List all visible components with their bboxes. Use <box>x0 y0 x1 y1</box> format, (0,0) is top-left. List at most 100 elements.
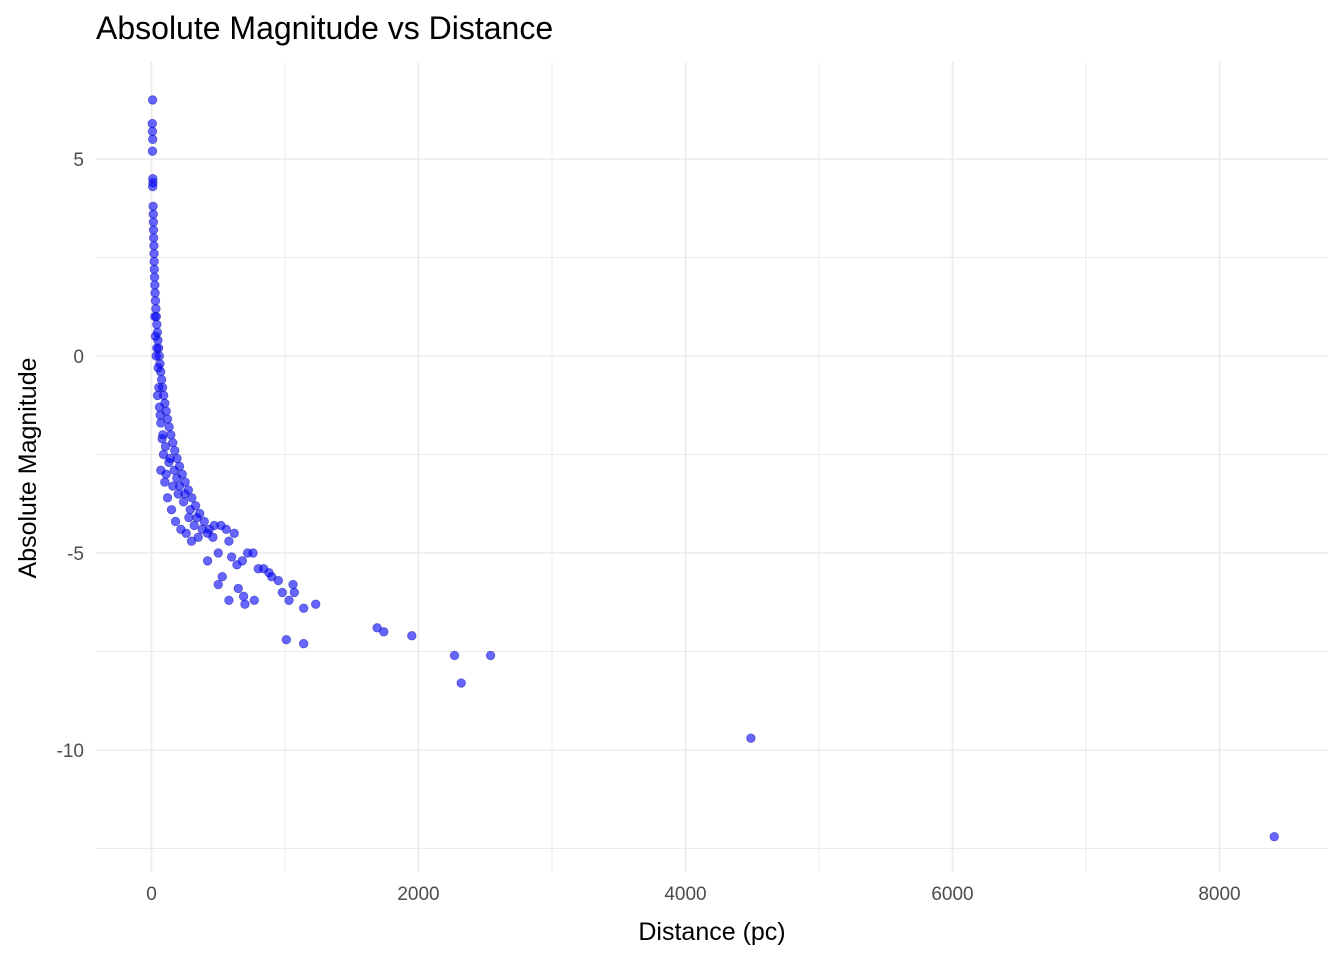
data-point <box>273 575 284 586</box>
data-point <box>281 634 292 645</box>
data-point <box>178 497 189 507</box>
data-point <box>248 548 258 558</box>
data-point <box>213 548 223 558</box>
data-point <box>153 363 163 373</box>
data-point <box>456 678 466 688</box>
data-point <box>240 599 250 609</box>
chart-title: Absolute Magnitude vs Distance <box>96 10 554 46</box>
data-point <box>148 225 159 235</box>
data-point <box>158 430 168 440</box>
y-tick-label: -5 <box>67 544 84 565</box>
data-point <box>193 532 203 542</box>
data-point <box>202 556 213 566</box>
data-point <box>156 418 166 428</box>
data-points <box>147 95 1279 842</box>
y-tick-label: -10 <box>57 741 84 762</box>
data-point <box>237 556 247 566</box>
data-point <box>151 351 161 361</box>
data-point <box>150 311 160 322</box>
data-point <box>311 599 321 609</box>
x-axis-tick-labels: 0 2000 4000 6000 8000 <box>146 884 1240 905</box>
data-point <box>379 627 389 637</box>
data-point <box>148 181 158 192</box>
data-point <box>149 256 159 267</box>
data-point <box>160 477 170 487</box>
data-point <box>289 587 300 598</box>
data-point <box>166 504 177 515</box>
data-point <box>147 146 158 156</box>
data-point <box>155 410 165 420</box>
data-point <box>187 493 197 503</box>
data-point <box>221 524 231 535</box>
data-point <box>298 638 309 649</box>
data-point <box>226 552 237 562</box>
data-point <box>149 264 160 275</box>
data-point <box>229 528 239 539</box>
data-point <box>150 288 160 298</box>
data-point <box>150 296 161 306</box>
x-tick-label: 8000 <box>1198 884 1240 905</box>
x-tick-label: 2000 <box>397 884 439 905</box>
data-point <box>150 280 160 290</box>
y-tick-label: 0 <box>73 347 84 368</box>
data-point <box>185 504 195 515</box>
data-point <box>166 430 176 440</box>
data-point <box>148 217 159 227</box>
data-point <box>156 374 167 385</box>
data-point <box>189 520 199 531</box>
grid-lines <box>96 62 1328 872</box>
x-tick-label: 6000 <box>931 884 973 905</box>
data-point <box>181 528 191 539</box>
data-point <box>449 650 460 661</box>
data-point <box>152 319 162 330</box>
data-point <box>249 595 259 605</box>
data-point <box>284 595 294 605</box>
x-tick-label: 4000 <box>664 884 706 905</box>
data-point <box>184 512 194 523</box>
data-point <box>172 473 182 483</box>
data-point <box>208 532 218 542</box>
data-point <box>164 422 174 432</box>
y-tick-label: 5 <box>73 150 84 171</box>
data-point <box>162 493 173 503</box>
data-point <box>147 126 158 137</box>
data-point <box>238 591 249 602</box>
data-point <box>233 583 243 594</box>
data-point <box>148 209 158 219</box>
data-point <box>149 248 159 259</box>
data-point <box>147 118 158 129</box>
data-point <box>148 233 159 243</box>
data-point <box>149 272 160 282</box>
y-axis-title: Absolute Magnitude <box>14 358 42 579</box>
data-point <box>152 390 163 401</box>
data-point <box>147 95 158 105</box>
data-point <box>1269 831 1279 842</box>
y-axis-tick-labels: 5 0 -5 -10 <box>57 150 84 762</box>
data-point <box>152 343 162 353</box>
data-point <box>217 571 227 582</box>
data-point <box>298 603 309 613</box>
data-point <box>154 402 165 412</box>
data-point <box>149 240 159 251</box>
data-point <box>148 201 158 211</box>
data-point <box>170 516 181 527</box>
data-point <box>192 512 202 523</box>
data-point <box>213 579 223 590</box>
data-point <box>407 631 417 641</box>
data-point <box>277 587 288 598</box>
data-point <box>160 441 171 452</box>
data-point <box>170 445 180 456</box>
data-point <box>224 595 234 605</box>
data-point <box>746 733 756 743</box>
x-axis-title: Distance (pc) <box>638 918 785 946</box>
data-point <box>165 453 175 464</box>
data-point <box>150 331 161 342</box>
data-point <box>154 382 164 393</box>
data-point <box>174 481 185 491</box>
data-point <box>161 469 171 479</box>
data-point <box>180 489 190 499</box>
data-point <box>169 465 179 475</box>
data-point <box>148 134 158 145</box>
x-tick-label: 0 <box>146 884 157 905</box>
